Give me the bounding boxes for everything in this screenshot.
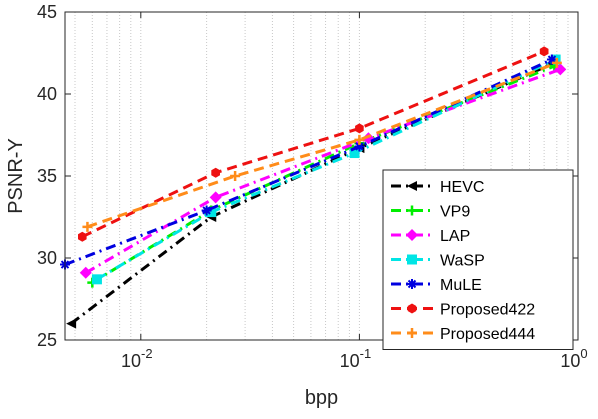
x-tick-exponent: -2 xyxy=(141,346,153,361)
series-proposed444 xyxy=(82,57,562,232)
series-line xyxy=(86,61,558,229)
marker-hexagon xyxy=(539,46,549,57)
y-axis-ticks: 25 30 35 40 45 xyxy=(37,2,578,350)
marker-star xyxy=(407,279,417,289)
legend-entry: HEVC xyxy=(391,179,484,196)
marker-diamond xyxy=(209,191,222,204)
marker-hexagon xyxy=(78,231,87,242)
marker-diamond xyxy=(406,229,418,241)
marker-star xyxy=(201,205,212,216)
y-tick-label: 40 xyxy=(37,84,57,104)
marker-square xyxy=(349,148,360,159)
y-tick-label: 35 xyxy=(37,166,57,186)
marker-hexagon xyxy=(355,123,364,134)
legend-label: Proposed422 xyxy=(440,302,535,319)
marker-plus xyxy=(82,221,93,232)
marker-plus xyxy=(230,171,241,181)
series-line xyxy=(91,64,555,284)
y-axis-title: PSNR-Y xyxy=(5,138,27,214)
legend-entry: LAP xyxy=(391,228,470,245)
marker-plus xyxy=(354,134,365,145)
marker-plus xyxy=(407,328,417,338)
legend-entry: Proposed444 xyxy=(391,326,535,343)
x-tick-label: 10-2 xyxy=(121,346,153,371)
x-tick-label: 10-1 xyxy=(340,346,372,371)
x-tick-exponent: 0 xyxy=(580,346,587,361)
legend-label: Proposed444 xyxy=(440,326,535,343)
marker-plus xyxy=(407,205,417,216)
legend-entry: VP9 xyxy=(391,204,470,221)
marker-plus xyxy=(551,57,562,68)
marker-diamond xyxy=(79,266,92,279)
y-tick-label: 30 xyxy=(37,248,57,268)
legend-label: HEVC xyxy=(440,179,484,196)
marker-square xyxy=(407,254,417,265)
legend-label: LAP xyxy=(440,228,470,245)
y-tick-label: 45 xyxy=(37,2,57,22)
marker-square xyxy=(206,207,217,218)
marker-star xyxy=(546,54,557,65)
series-line xyxy=(96,58,557,281)
marker-triangle xyxy=(407,181,417,191)
legend: HEVC VP9 LAP WaSP MuLE Proposed422 Proposed444 xyxy=(382,169,574,350)
series-layer xyxy=(60,46,567,329)
x-axis-title: bpp xyxy=(305,387,338,409)
legend-label: WaSP xyxy=(440,253,485,270)
marker-triangle xyxy=(66,318,77,329)
legend-label: MuLE xyxy=(440,277,482,294)
series-line xyxy=(85,67,561,275)
legend-entry: Proposed422 xyxy=(391,302,535,319)
y-tick-label: 25 xyxy=(37,330,57,350)
legend-entry: WaSP xyxy=(391,253,485,270)
legend-entry: MuLE xyxy=(391,277,482,294)
legend-label: VP9 xyxy=(440,204,470,221)
marker-hexagon xyxy=(211,167,220,178)
marker-square xyxy=(91,274,102,285)
marker-hexagon xyxy=(407,303,417,314)
x-tick-exponent: -1 xyxy=(360,346,372,361)
marker-star xyxy=(354,141,365,152)
